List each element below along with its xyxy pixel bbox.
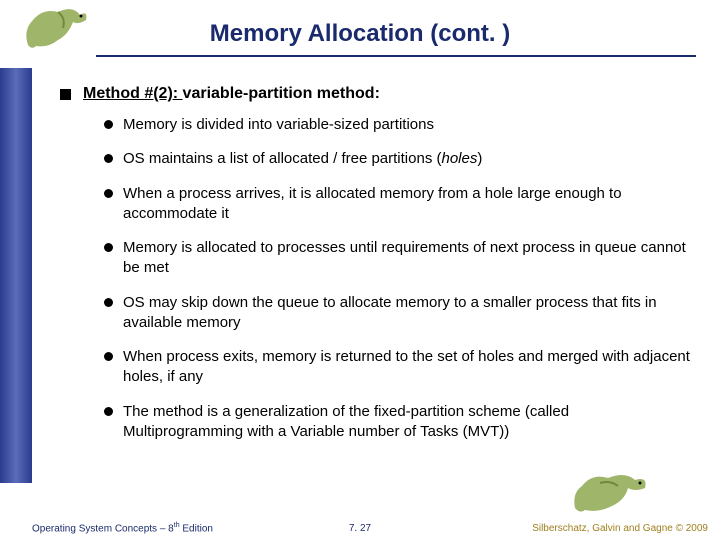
list-item-text: OS maintains a list of allocated / free …	[123, 149, 482, 169]
dot-bullet-icon	[104, 298, 113, 307]
list-item-text: When process exits, memory is returned t…	[123, 347, 690, 388]
dot-bullet-icon	[104, 352, 113, 361]
list-item: When a process arrives, it is allocated …	[104, 184, 690, 225]
list-item: Memory is divided into variable-sized pa…	[104, 115, 690, 135]
footer: Operating System Concepts – 8th Edition …	[0, 518, 720, 534]
footer-copyright: Silberschatz, Galvin and Gagne © 2009	[532, 523, 708, 534]
list-item-text: Memory is divided into variable-sized pa…	[123, 115, 434, 135]
list-item-text: Memory is allocated to processes until r…	[123, 238, 690, 279]
dot-bullet-icon	[104, 243, 113, 252]
slide-title: Memory Allocation (cont. )	[210, 20, 510, 48]
dinosaur-bottom-icon	[570, 468, 660, 518]
content-area: Method #(2): variable-partition method: …	[60, 85, 690, 456]
dot-bullet-icon	[104, 154, 113, 163]
list-item-text: When a process arrives, it is allocated …	[123, 184, 690, 225]
list-item: OS maintains a list of allocated / free …	[104, 149, 690, 169]
list-item: Memory is allocated to processes until r…	[104, 238, 690, 279]
dot-bullet-icon	[104, 407, 113, 416]
sidebar-accent	[0, 68, 32, 483]
square-bullet-icon	[60, 89, 71, 100]
dot-bullet-icon	[104, 189, 113, 198]
list-item: The method is a generalization of the fi…	[104, 402, 690, 443]
list-item: When process exits, memory is returned t…	[104, 347, 690, 388]
list-item-text: OS may skip down the queue to allocate m…	[123, 293, 690, 334]
title-underline	[96, 55, 696, 57]
list-item: OS may skip down the queue to allocate m…	[104, 293, 690, 334]
dot-bullet-icon	[104, 120, 113, 129]
list-item-text: The method is a generalization of the fi…	[123, 402, 690, 443]
heading-text: Method #(2): variable-partition method:	[83, 85, 380, 103]
heading-item: Method #(2): variable-partition method:	[60, 85, 690, 103]
